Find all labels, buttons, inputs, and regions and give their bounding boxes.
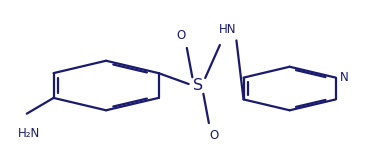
Text: H₂N: H₂N [18,127,40,140]
Text: N: N [339,71,348,84]
Text: S: S [193,78,203,93]
Text: O: O [210,129,219,142]
Text: O: O [177,29,186,42]
Text: HN: HN [218,23,236,36]
